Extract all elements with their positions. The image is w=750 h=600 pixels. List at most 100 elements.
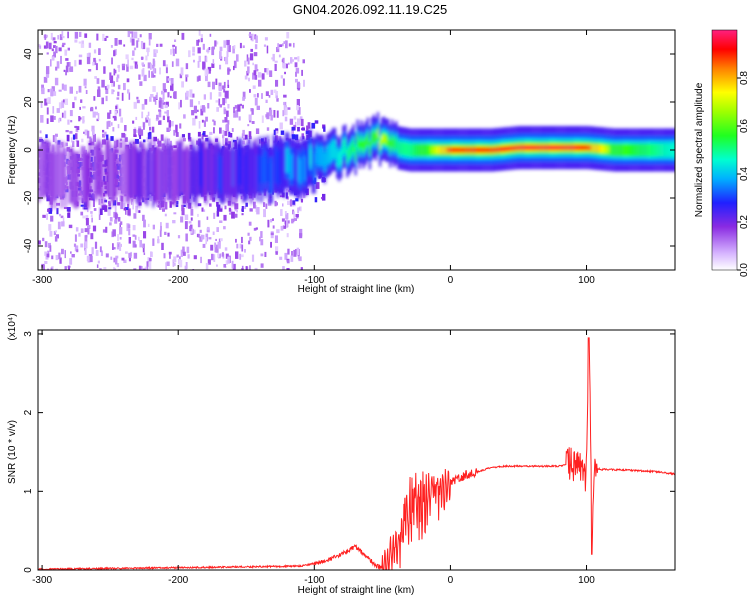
spectrogram-ridge-cell bbox=[474, 147, 478, 153]
spectrogram-ridge-cell bbox=[301, 152, 304, 178]
spectrogram-noise-cell bbox=[282, 43, 284, 47]
spectrogram-noise-cell bbox=[96, 264, 99, 268]
spectrogram-ridge-cell bbox=[250, 157, 253, 195]
spectrogram-ridge-cell bbox=[56, 141, 59, 198]
spectrogram-ridge-cell bbox=[389, 139, 392, 153]
spectrogram-noise-cell bbox=[291, 130, 294, 137]
spectrogram-noise-cell bbox=[64, 49, 68, 56]
spectrogram-noise-cell bbox=[244, 134, 248, 140]
spectrogram-ridge-cell bbox=[638, 143, 641, 157]
snr-plot-area bbox=[38, 330, 675, 570]
spectrogram-noise-cell bbox=[84, 33, 88, 38]
spectrogram-noise-cell bbox=[138, 210, 141, 213]
spectrogram-noise-cell bbox=[149, 96, 152, 102]
spectrogram-noise-cell bbox=[192, 117, 196, 126]
spectrogram-noise-cell bbox=[143, 139, 146, 143]
spectrogram-noise-cell bbox=[154, 100, 157, 105]
spectrogram-noise-cell bbox=[120, 221, 123, 225]
spectrogram-noise-cell bbox=[51, 56, 55, 61]
spectrogram-y-tick-label: -20 bbox=[23, 190, 34, 205]
snr-x-tick-label: -200 bbox=[168, 575, 188, 586]
spectrogram-marks bbox=[38, 30, 675, 270]
spectrogram-noise-cell bbox=[124, 207, 129, 210]
snr-y-label: SNR (10 * v/v) bbox=[7, 420, 18, 484]
spectrogram-noise-cell bbox=[152, 238, 155, 246]
spectrogram-noise-cell bbox=[300, 267, 303, 270]
spectrogram-ridge-cell bbox=[425, 143, 429, 157]
spectrogram-x-ticks: -300 -200 -100 0 100 bbox=[32, 30, 595, 286]
spectrogram-y-tick-label: -40 bbox=[23, 238, 34, 253]
spectrogram-ridge-cell bbox=[532, 145, 535, 150]
spectrogram-ridge-cell bbox=[89, 140, 92, 197]
spectrogram-noise-cell bbox=[90, 141, 95, 146]
spectrogram-noise-cell bbox=[279, 256, 283, 260]
spectrogram-ridge-cell bbox=[666, 143, 669, 157]
spectrogram-noise-cell bbox=[226, 269, 230, 270]
spectrogram-ridge-cell bbox=[464, 147, 467, 153]
spectrogram-noise-cell bbox=[197, 220, 201, 228]
spectrogram-noise-cell bbox=[142, 245, 145, 253]
spectrogram-noise-cell bbox=[173, 129, 176, 136]
spectrogram-noise-cell bbox=[274, 235, 278, 243]
spectrogram-noise-cell bbox=[216, 264, 218, 267]
spectrogram-noise-cell bbox=[146, 137, 149, 142]
spectrogram-noise-cell bbox=[167, 138, 171, 145]
spectrogram-noise-cell bbox=[160, 134, 164, 141]
spectrogram-noise-cell bbox=[98, 198, 101, 205]
spectrogram-noise-cell bbox=[75, 137, 78, 142]
spectrogram-noise-cell bbox=[90, 233, 94, 240]
spectrogram-noise-cell bbox=[111, 80, 114, 87]
spectrogram-noise-cell bbox=[109, 72, 112, 80]
spectrogram-noise-cell bbox=[138, 236, 140, 241]
spectrogram-noise-cell bbox=[65, 142, 68, 147]
spectrogram-ridge-cell bbox=[513, 145, 516, 151]
spectrogram-noise-cell bbox=[209, 193, 213, 201]
spectrogram-noise-cell bbox=[172, 44, 176, 47]
spectrogram-noise-cell bbox=[95, 106, 97, 110]
spectrogram-noise-cell bbox=[270, 241, 272, 248]
spectrogram-ridge-cell bbox=[191, 148, 194, 187]
spectrogram-ridge-cell bbox=[213, 154, 216, 192]
spectrogram-noise-cell bbox=[226, 44, 229, 51]
spectrogram-noise-cell bbox=[301, 128, 305, 131]
spectrogram-ridge-cell bbox=[129, 150, 133, 188]
spectrogram-noise-cell bbox=[102, 133, 106, 138]
spectrogram-ridge-cell bbox=[225, 148, 228, 186]
spectrogram-noise-cell bbox=[222, 136, 225, 145]
spectrogram-ridge-cell bbox=[348, 146, 351, 160]
spectrogram-noise-cell bbox=[56, 202, 60, 206]
spectrogram-noise-cell bbox=[58, 47, 62, 52]
spectrogram-noise-cell bbox=[158, 110, 162, 118]
spectrogram-noise-cell bbox=[65, 70, 67, 76]
spectrogram-noise-cell bbox=[76, 126, 80, 130]
spectrogram-noise-cell bbox=[224, 131, 228, 136]
spectrogram-ridge-cell bbox=[293, 147, 296, 186]
spectrogram-noise-cell bbox=[159, 203, 162, 210]
spectrogram-ridge-cell bbox=[523, 145, 527, 150]
spectrogram-noise-cell bbox=[265, 114, 269, 118]
spectrogram-noise-cell bbox=[196, 39, 199, 46]
spectrogram-ridge-cell bbox=[207, 146, 210, 184]
spectrogram-ridge bbox=[38, 112, 675, 210]
spectrogram-noise-cell bbox=[242, 91, 246, 99]
spectrogram-noise-cell bbox=[265, 203, 268, 209]
spectrogram-noise-cell bbox=[266, 68, 269, 75]
spectrogram-x-tick-label: -300 bbox=[32, 275, 52, 286]
spectrogram-noise-cell bbox=[250, 48, 253, 52]
spectrogram-noise-cell bbox=[54, 236, 58, 242]
spectrogram-noise-cell bbox=[196, 76, 199, 82]
spectrogram-ridge-cell bbox=[285, 147, 288, 173]
spectrogram-noise-cell bbox=[231, 201, 236, 205]
spectrogram-noise-cell bbox=[112, 200, 117, 206]
spectrogram-noise-cell bbox=[90, 214, 93, 217]
spectrogram-noise-cell bbox=[107, 120, 111, 127]
spectrogram-noise-cell bbox=[266, 127, 270, 131]
spectrogram-ridge-cell bbox=[346, 149, 349, 163]
spectrogram-noise-cell bbox=[227, 200, 231, 206]
spectrogram-noise-cell bbox=[273, 129, 276, 136]
spectrogram-noise-cell bbox=[239, 42, 242, 49]
spectrogram-noise-cell bbox=[163, 253, 166, 259]
spectrogram-noise-cell bbox=[113, 69, 117, 74]
spectrogram-ridge-cell bbox=[113, 146, 116, 203]
spectrogram-ridge-cell bbox=[62, 141, 65, 198]
